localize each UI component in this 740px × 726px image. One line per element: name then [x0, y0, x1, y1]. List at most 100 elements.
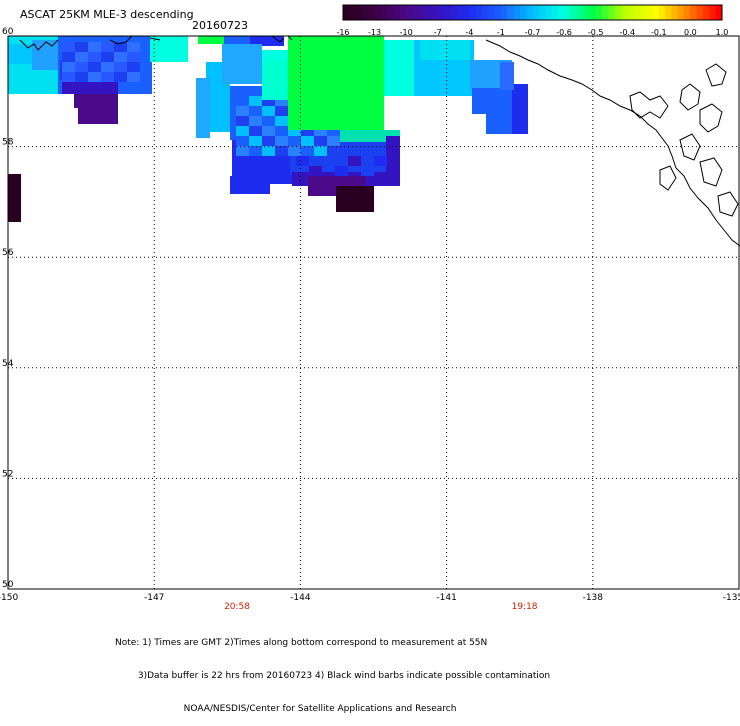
data-cell: [512, 84, 528, 134]
data-cell: [236, 126, 249, 136]
data-cell: [335, 166, 348, 176]
wind-data-cells: [8, 36, 528, 222]
data-cell: [301, 136, 314, 146]
colorbar-segment: [488, 5, 496, 20]
data-cell: [62, 62, 75, 72]
data-cell: [75, 62, 88, 72]
data-cell: [236, 136, 249, 146]
colorbar-segment: [481, 5, 489, 20]
data-cell: [314, 126, 327, 136]
pass-time-labels: 20:58 19:18: [224, 602, 538, 612]
data-cell: [275, 96, 288, 106]
data-cell: [327, 146, 340, 156]
note-line-1: Note: 1) Times are GMT 2)Times along bot…: [115, 638, 488, 648]
data-cell: [309, 166, 322, 176]
colorbar-segment: [463, 5, 470, 20]
colorbar-segment: [469, 5, 477, 20]
coastline-alaska-panhandle: [485, 39, 740, 247]
colorbar-segment: [431, 5, 439, 20]
colorbar-segment: [406, 5, 413, 20]
data-cell: [275, 146, 288, 156]
colorbar-label: -13: [368, 28, 381, 37]
colorbar-segment: [437, 5, 445, 20]
colorbar-segment: [658, 5, 666, 20]
data-cell: [384, 40, 414, 96]
data-cell: [262, 60, 288, 100]
coastline-island-5: [679, 133, 701, 161]
coastline-island-6: [699, 157, 723, 187]
colorbar-segment: [639, 5, 647, 20]
colorbar-segment: [551, 5, 559, 20]
data-cell: [500, 62, 514, 90]
coastline-north-mid: [149, 35, 293, 43]
data-cell: [8, 174, 21, 222]
colorbar-segment: [677, 5, 685, 20]
data-cell: [486, 110, 512, 134]
data-cell: [374, 156, 387, 166]
colorbar-label: 0.0: [684, 28, 697, 37]
colorbar-segment: [500, 5, 508, 20]
colorbar-segment: [393, 5, 401, 20]
lon-tick-label: -147: [144, 593, 164, 603]
colorbar-labels: -16 -13 -10 -7 -4 -1 -0.7 -0.6 -0.5 -0.4 -0.1 0.0 1.…: [336, 28, 728, 37]
colorbar-segment: [614, 5, 622, 20]
data-cell: [314, 146, 327, 156]
coastline-north-left: [19, 35, 133, 51]
data-cell: [198, 36, 224, 44]
data-cell: [114, 62, 127, 72]
data-cell: [250, 36, 284, 46]
colorbar-label: -0.7: [525, 28, 541, 37]
coastline: [19, 35, 740, 247]
coastline-island-1: [629, 91, 669, 119]
note-line-3: NOAA/NESDIS/Center for Satellite Applica…: [115, 704, 457, 714]
lon-tick-label: -144: [290, 593, 311, 603]
lat-tick-label: 52: [2, 469, 13, 479]
data-cell: [88, 62, 101, 72]
data-cell: [127, 52, 140, 62]
lat-tick-label: 50: [2, 580, 14, 590]
data-cell: [472, 88, 514, 114]
lat-tick-label: 56: [2, 248, 14, 258]
colorbar-segment: [570, 5, 578, 20]
data-cell: [101, 42, 114, 52]
data-cell: [75, 72, 88, 82]
pass-time-label: 20:58: [224, 602, 250, 612]
data-cell: [222, 44, 262, 84]
colorbar-label: 1.0: [716, 28, 729, 37]
colorbar-segment: [380, 5, 388, 20]
colorbar-segment: [696, 5, 704, 20]
colorbar-segment: [374, 5, 382, 20]
data-cell: [275, 106, 288, 116]
coastline-island-4: [705, 63, 727, 87]
plot-frame: [7, 35, 740, 590]
colorbar-segment: [450, 5, 458, 20]
data-cell: [114, 72, 127, 82]
pass-time-label: 19:18: [512, 602, 538, 612]
colorbar-segment: [703, 5, 710, 20]
data-cell: [288, 126, 301, 136]
colorbar-segment: [545, 5, 552, 20]
data-cell: [275, 136, 288, 146]
data-cell: [88, 72, 101, 82]
notes: Note: 1) Times are GMT 2)Times along bot…: [115, 616, 550, 726]
coastline-island-7: [659, 165, 677, 191]
colorbar-segment: [526, 5, 533, 20]
data-cell: [88, 52, 101, 62]
colorbar-label: -0.6: [556, 28, 572, 37]
lon-tick-label: -141: [436, 593, 456, 603]
data-cell: [275, 116, 288, 126]
data-cell: [387, 166, 400, 176]
colorbar-label: -7: [434, 28, 442, 37]
colorbar-segment: [620, 5, 628, 20]
colorbar-segment: [519, 5, 527, 20]
data-cell: [127, 62, 140, 72]
data-cell: [348, 156, 361, 166]
data-cell: [249, 126, 262, 136]
colorbar-segment: [715, 5, 723, 20]
data-cell: [262, 116, 275, 126]
data-cell: [196, 78, 210, 138]
colorbar-label: -0.5: [588, 28, 604, 37]
data-cell: [249, 96, 262, 106]
colorbar-segment: [349, 5, 357, 20]
colorbar-segment: [444, 5, 451, 20]
